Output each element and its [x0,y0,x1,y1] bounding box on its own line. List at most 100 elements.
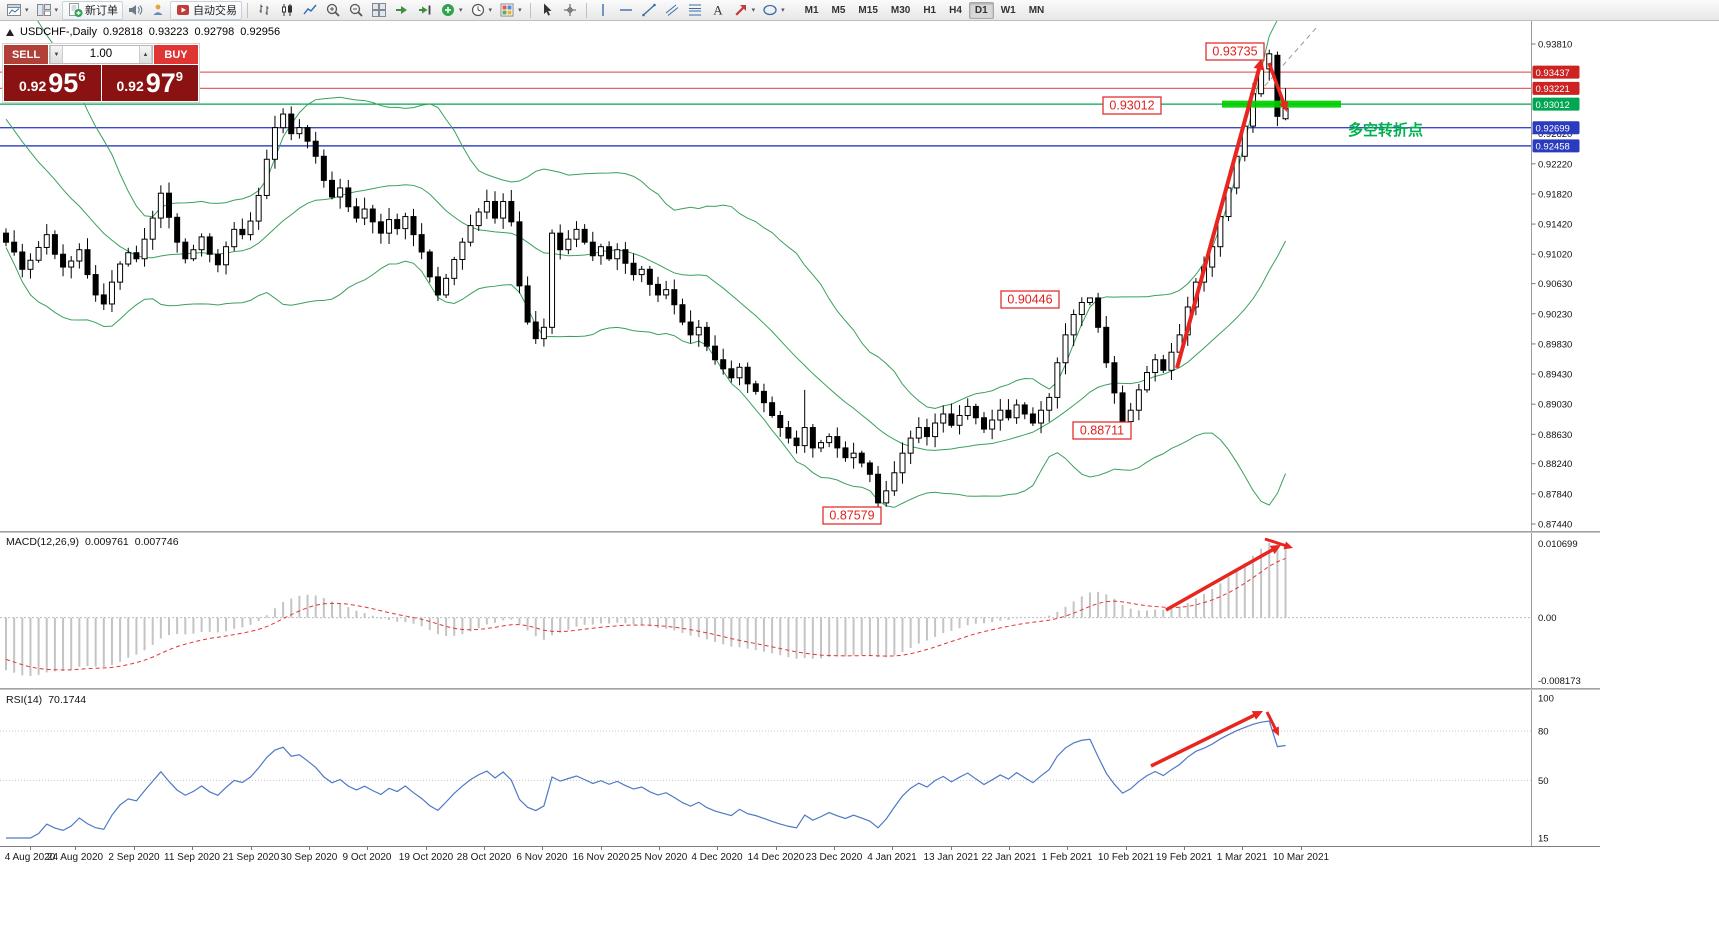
date-label: 25 Nov 2020 [630,852,688,863]
timeframe-w1[interactable]: W1 [1000,4,1016,16]
rsi-panel[interactable]: 100 80 50 15 [0,690,1600,846]
time-axis-tick [951,847,952,850]
timeframe-h1[interactable]: H1 [923,4,937,16]
price-axis[interactable]: 0.93810 0.92620 0.92220 0.91820 0.91420 0.910… [1531,21,1580,531]
line-chart-icon [302,2,318,18]
rsi-title: RSI(14) [6,694,43,706]
time-axis-tick [1242,847,1243,850]
chart-shift-icon [417,2,433,18]
price-tick-label: 0.92220 [1538,159,1572,170]
price-tick-label: 0.91820 [1538,189,1572,200]
date-label: 22 Jan 2021 [981,852,1037,863]
channel-tool-button[interactable] [661,1,683,20]
sound-icon [127,2,143,18]
fibonacci-tool-button[interactable] [684,1,706,20]
macd-signal-line [5,557,1286,671]
price-tick-label: 0.92620 [1538,129,1572,140]
indicators-list-button[interactable]: ▾ [437,1,466,20]
line-chart-mode-button[interactable] [299,1,321,20]
panel-splitter[interactable] [0,688,1600,690]
new-order-button[interactable]: 新订单 [62,0,124,20]
rsi-axis[interactable]: 100 80 50 15 [1531,690,1554,846]
turning-point-label[interactable]: 多空转折点 [1348,121,1423,139]
one-click-collapse-icon[interactable] [6,28,14,36]
price-chart-panel[interactable]: 多空转折点 0.93735 0.93012 0.90446 0.88711 0.87579… [0,21,1600,531]
annotation-arrows[interactable] [1175,58,1289,369]
buy-price-display[interactable]: 0.92 97 9 [101,65,198,101]
lot-decrease-button[interactable]: ▼ [50,46,63,63]
periods-button[interactable]: ▾ [467,1,496,20]
sell-price-display[interactable]: 0.92 95 6 [4,65,101,101]
chart-shift-button[interactable] [414,1,436,20]
time-axis-tick [776,847,777,850]
timeframe-mn[interactable]: MN [1028,4,1045,16]
buy-button[interactable]: BUY [154,45,198,64]
zoom-in-button[interactable] [322,1,344,20]
vertical-line-tool-button[interactable] [592,1,614,20]
price-tick-label: 0.89430 [1538,370,1572,381]
price-tick-label: 0.88630 [1538,430,1572,441]
rsi-annotation-arrows[interactable] [1150,711,1279,768]
auto-scroll-button[interactable] [391,1,413,20]
timeframe-m1[interactable]: M1 [804,4,819,16]
arrows-tool-button[interactable]: ▾ [730,1,759,20]
horizontal-line-tool-button[interactable] [615,1,637,20]
time-axis-tick [659,847,660,850]
price-tick-label: 0.88240 [1538,459,1572,470]
shapes-tool-button[interactable]: ▾ [759,1,788,20]
macd-axis[interactable]: 0.010699 0.00 -0.008173 [1531,533,1581,688]
lot-size-field[interactable]: ▼ 1.00 ▲ [49,45,153,64]
price-callout-labels[interactable]: 0.93735 0.93012 0.90446 0.88711 0.87579 [822,42,1265,525]
sell-price-pips: 95 [48,67,79,98]
timeframe-m30[interactable]: M30 [890,4,911,16]
indicators-icon [440,2,456,18]
toolbar-separator [585,2,587,18]
sell-button[interactable]: SELL [4,45,48,64]
time-axis-tick [1009,847,1010,850]
cursor-tool-button[interactable] [536,1,558,20]
bar-chart-mode-button[interactable] [253,1,275,20]
profiles-icon [36,2,52,18]
timeframe-d1[interactable]: D1 [968,1,994,19]
time-axis-tick [601,847,602,850]
time-axis-tick [1184,847,1185,850]
new-order-icon [67,2,83,18]
templates-button[interactable]: ▾ [496,1,525,20]
panel-splitter[interactable] [0,531,1600,533]
trendline-tool-button[interactable] [638,1,660,20]
caret-down-icon: ▾ [751,7,756,14]
buy-price-frac: 9 [175,69,184,84]
macd-annotation-arrows[interactable] [1165,537,1293,612]
new-chart-button[interactable]: ▾ [3,1,32,20]
crosshair-tool-button[interactable] [559,1,581,20]
signals-button[interactable] [147,1,169,20]
zoom-out-button[interactable] [345,1,367,20]
arrows-icon [733,2,749,18]
auto-trading-button[interactable]: 自动交易 [170,0,243,20]
svg-text:0.87579: 0.87579 [829,509,874,523]
candle-chart-mode-button[interactable] [276,1,298,20]
macd-panel[interactable]: 0.010699 0.00 -0.008173 [0,533,1600,688]
timeframe-m5[interactable]: M5 [831,4,846,16]
main-toolbar: ▾ ▾ 新订单 自动交易 ▾ ▾ ▾ A ▾ ▾ M1 M5 M15 M30 H1 H4 D1 W1 MN [0,0,1719,21]
lot-increase-button[interactable]: ▲ [139,46,152,63]
timeframe-m15[interactable]: M15 [858,4,878,16]
time-axis-tick [367,847,368,850]
text-tool-button[interactable]: A [707,1,729,20]
time-axis[interactable]: 4 Aug 2020 24 Aug 2020 2 Sep 2020 11 Sep 20… [0,846,1600,870]
time-axis-tick [542,847,543,850]
timeframe-h4[interactable]: H4 [949,4,962,16]
market-sound-button[interactable] [124,1,146,20]
date-label: 1 Mar 2021 [1216,852,1268,863]
auto-scroll-icon [394,2,410,18]
macd-header: MACD(12,26,9) 0.009761 0.007746 [6,536,179,548]
price-tick-label: 0.93810 [1538,40,1572,51]
buy-price-pips: 97 [145,67,176,98]
tile-windows-button[interactable] [368,1,390,20]
toolbar-separator [529,2,531,18]
profiles-button[interactable]: ▾ [33,1,62,20]
sell-price-base: 0.92 [18,78,47,94]
price-tick-label: 0.91420 [1538,220,1572,231]
lot-value[interactable]: 1.00 [89,48,113,60]
signals-icon [150,2,166,18]
